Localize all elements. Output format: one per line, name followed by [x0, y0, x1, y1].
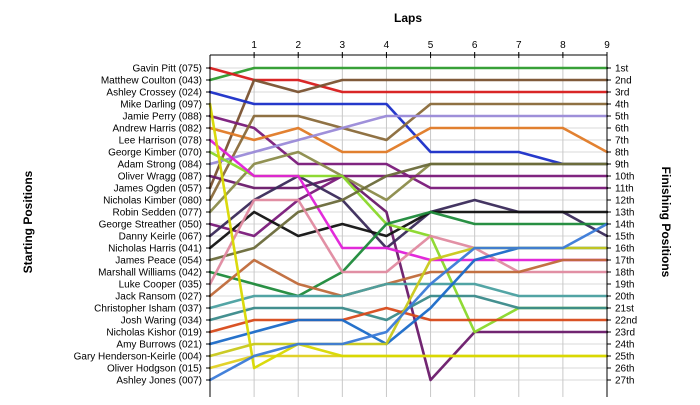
- series-line-18[interactable]: [208, 198, 609, 286]
- finishing-position-label: 16th: [615, 244, 634, 255]
- starting-position-label: Oliver Hodgson (015): [107, 364, 202, 375]
- finishing-position-label: 19th: [615, 280, 634, 291]
- starting-position-label: Mike Darling (097): [120, 100, 202, 111]
- finishing-position-label: 14th: [615, 220, 634, 231]
- series-line-22[interactable]: [208, 306, 609, 334]
- starting-position-label: Marshall Williams (042): [98, 268, 202, 279]
- series-line-4[interactable]: [208, 90, 609, 166]
- finishing-position-label: 21st: [615, 304, 634, 315]
- finishing-position-label: 27th: [615, 376, 634, 387]
- starting-position-label: James Ogden (057): [114, 184, 202, 195]
- finishing-position-label: 15th: [615, 232, 634, 243]
- series-line-6[interactable]: [208, 126, 609, 154]
- series-line-17[interactable]: [208, 210, 609, 298]
- starting-position-label: Jamie Perry (088): [123, 112, 202, 123]
- finishing-position-label: 3rd: [615, 88, 629, 99]
- finishing-position-label: 6th: [615, 124, 629, 135]
- x-tick-label: 2: [295, 40, 301, 51]
- starting-position-label: George Streather (050): [99, 220, 202, 231]
- series-line-3[interactable]: [208, 78, 609, 190]
- starting-position-label: Oliver Wragg (087): [118, 172, 202, 183]
- starting-position-label: Matthew Coulton (043): [101, 76, 202, 87]
- finishing-position-label: 24th: [615, 340, 634, 351]
- starting-position-label: Josh Waring (034): [121, 316, 202, 327]
- x-tick-label: 5: [428, 40, 434, 51]
- finishing-position-label: 13th: [615, 208, 634, 219]
- starting-position-label: James Peace (054): [115, 256, 202, 267]
- starting-positions-axis-label: Starting Positions: [21, 170, 35, 273]
- x-tick-label: 7: [516, 40, 522, 51]
- finishing-position-label: 20th: [615, 292, 634, 303]
- finishing-position-label: 1st: [615, 64, 629, 75]
- starting-position-label: Nicholas Harris (041): [108, 244, 202, 255]
- x-tick-label: 6: [472, 40, 478, 51]
- finishing-position-label: 10th: [615, 172, 634, 183]
- finishing-position-label: 26th: [615, 364, 634, 375]
- starting-position-label: Ashley Jones (007): [116, 376, 202, 387]
- finishing-position-label: 5th: [615, 112, 629, 123]
- series-line-20[interactable]: [208, 282, 609, 310]
- finishing-position-label: 8th: [615, 148, 629, 159]
- finishing-position-label: 22nd: [615, 316, 637, 327]
- x-tick-label: 9: [604, 40, 610, 51]
- series-line-1[interactable]: [208, 66, 609, 82]
- finishing-position-label: 23rd: [615, 328, 635, 339]
- series-lines: [208, 66, 609, 382]
- finishing-position-label: 2nd: [615, 76, 632, 87]
- starting-position-label: Jack Ransom (027): [115, 292, 202, 303]
- starting-position-label: Nicholas Kimber (080): [103, 196, 202, 207]
- series-line-2[interactable]: [208, 66, 609, 94]
- series-line-26[interactable]: [208, 102, 609, 370]
- finishing-position-label: 17th: [615, 256, 634, 267]
- finishing-position-label: 25th: [615, 352, 634, 363]
- series-line-8[interactable]: [208, 114, 609, 166]
- finishing-position-label: 7th: [615, 136, 629, 147]
- x-tick-label: 8: [560, 40, 566, 51]
- series-line-14[interactable]: [208, 150, 609, 334]
- finishing-position-label: 9th: [615, 160, 629, 171]
- starting-position-label: Ashley Crossey (024): [106, 88, 202, 99]
- finishing-position-label: 4th: [615, 100, 629, 111]
- series-line-13[interactable]: [208, 210, 609, 250]
- chart-title: Laps: [394, 11, 422, 25]
- starting-position-label: Lee Harrison (078): [119, 136, 202, 147]
- starting-position-label: Amy Burrows (021): [116, 340, 202, 351]
- starting-position-label: George Kimber (070): [108, 148, 202, 159]
- series-line-25[interactable]: [208, 354, 609, 370]
- finishing-position-label: 18th: [615, 268, 634, 279]
- series-line-16[interactable]: [208, 162, 609, 262]
- x-tick-label: 3: [340, 40, 346, 51]
- starting-position-label: Robin Sedden (077): [112, 208, 202, 219]
- series-line-11[interactable]: [208, 174, 609, 238]
- starting-position-label: Danny Keirle (067): [119, 232, 202, 243]
- series-line-7[interactable]: [208, 102, 609, 202]
- x-tick-label: 1: [251, 40, 257, 51]
- starting-position-label: Christopher Isham (037): [94, 304, 202, 315]
- starting-position-label: Adam Strong (084): [118, 160, 203, 171]
- tick-labels: 1 2 3 4 5 6 7 8 9 Gavin Pitt (075)Matthew Coulton…: [74, 40, 638, 387]
- x-tick-label: 4: [384, 40, 390, 51]
- series-line-27[interactable]: [208, 222, 609, 382]
- starting-position-label: Nicholas Kishor (019): [106, 328, 202, 339]
- starting-position-label: Gary Henderson-Keirle (004): [74, 352, 202, 363]
- starting-position-label: Andrew Harris (082): [113, 124, 202, 135]
- starting-position-label: Gavin Pitt (075): [133, 64, 202, 75]
- finishing-position-label: 11th: [615, 184, 634, 195]
- starting-position-label: Luke Cooper (035): [119, 280, 202, 291]
- series-line-19[interactable]: [208, 258, 609, 298]
- finishing-positions-axis-label: Finishing Positions: [659, 167, 673, 278]
- finishing-position-label: 12th: [615, 196, 634, 207]
- axes: [206, 52, 611, 397]
